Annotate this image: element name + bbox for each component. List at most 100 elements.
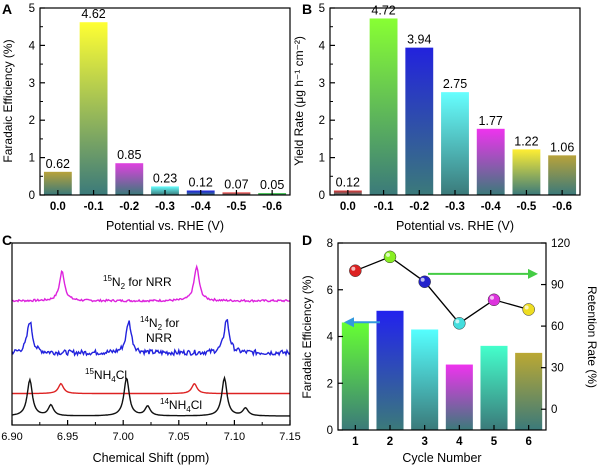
retention-dot-highlight [420,277,425,282]
x-tick-label: 6 [525,436,531,448]
label-tail: Cl [116,368,127,382]
x-tick-label: -0.4 [191,201,211,213]
nmr-trace-1 [11,318,291,357]
bar-value-label: 4.62 [81,7,105,21]
y-tick-label: 2 [29,115,35,127]
panel-d-xlabel: Cycle Number [402,451,481,465]
bar-cycle-6 [515,352,543,430]
x-tick-label: 3 [421,436,427,448]
x-tick-label: 0.0 [50,201,66,213]
x-tick-label: -0.6 [262,201,282,213]
bar-value-label: 0.85 [117,148,141,162]
y-tick-label: 1 [29,153,35,165]
panel-b-ylabel: Yield Rate (μg h⁻¹ cm⁻²) [292,36,306,166]
bar--0.1 [369,18,398,195]
label-tail: for [162,316,179,330]
retention-dot-highlight [524,305,529,310]
label-15nh4cl: 15NH4Cl [85,367,127,384]
y2-tick-label: 0 [551,404,557,416]
panel-d-y2label: Retention Rate (%) [585,286,599,388]
x-tick-label: 7.05 [168,431,189,443]
panel-d-frame [337,242,547,431]
label-14nh4cl: 14NH4Cl [160,397,202,414]
label-sup: 14 [140,315,149,324]
panel-d-ylabel: Faradaic Efficiency (%) [300,275,314,398]
label-14n2-line2: NRR [146,331,172,345]
retention-dot-2 [383,250,397,264]
label-main: N [112,275,121,289]
y-tick-label: 4 [327,332,334,344]
retention-dot-1 [349,264,362,277]
retention-dot-highlight [490,295,494,300]
y-tick-label: 6 [327,285,333,297]
x-tick-label: -0.5 [227,201,247,213]
bar-cycle-2 [376,310,404,430]
bar-value-label: 4.72 [371,3,395,17]
label-14n2: 14N2 for [140,315,179,332]
y-tick-label: 3 [319,78,325,90]
bar--0.1 [79,22,108,195]
bar--0.2 [405,47,434,196]
bar-0.0 [43,171,72,195]
y-tick-label: 2 [327,378,333,390]
bar-cycle-5 [480,345,508,430]
panel-label-c: C [2,232,12,248]
nmr-trace-0 [11,264,291,303]
label-main: NH [94,368,111,382]
x-tick-label: -0.5 [517,201,537,213]
arrow-left-head [344,317,354,328]
x-tick-label: 7.10 [224,431,245,443]
panel-c-xlabel: Chemical Shift (ppm) [93,451,210,465]
bar--0.3 [441,92,469,195]
label-sup: 15 [85,367,94,376]
panel-label-a: A [2,1,12,17]
panel-d-chart: 0 2 4 6 8 0 30 60 90 120 1 2 3 4 5 6 Faradaic Efficienc… [300,238,599,465]
label-sup: 14 [160,397,169,406]
label-15n2: 15N2 for NRR [103,274,172,291]
bar-cycle-3 [411,329,439,430]
y-tick-label: 4 [319,40,326,52]
x-tick-label: -0.1 [374,201,394,213]
bar-cycle-4 [445,364,473,430]
y-tick-label: 1 [319,153,325,165]
panel-label-d: D [302,232,312,248]
x-tick-label: -0.2 [409,201,429,213]
label-sub: 4 [186,405,191,414]
label-sub: 2 [158,323,163,332]
x-tick-label: -0.2 [119,201,139,213]
x-tick-label: 6.90 [1,431,22,443]
label-main: N [149,316,158,330]
nmr-trace-3 [11,375,291,417]
y-tick-label: 3 [29,78,35,90]
y-tick-label: 5 [319,3,325,15]
panel-b-chart: 0.12 4.72 3.94 2.75 1.77 1.22 1.06 0 1 2 3 4 5 0.0 -0… [292,3,581,233]
x-tick-label: 2 [387,436,393,448]
bar--0.2 [115,163,144,195]
bar-value-label: 1.22 [514,134,538,148]
x-tick-label: -0.1 [84,201,104,213]
bar-value-label: 0.05 [260,178,284,192]
y-tick-label: 0 [319,190,325,202]
bar--0.6 [548,155,577,195]
label-sup: 15 [103,274,112,283]
y2-tick-label: 30 [551,363,564,375]
y-tick-label: 0 [327,425,333,437]
label-main: NH [169,398,186,412]
x-tick-label: 1 [352,436,359,448]
nmr-trace-2 [12,382,290,395]
bar-value-label: 0.62 [46,157,70,171]
label-sub: 4 [111,375,116,384]
x-tick-label: 7.00 [112,431,133,443]
bar-value-label: 1.06 [550,140,574,154]
arrow-right-head [528,268,538,279]
y2-tick-label: 90 [551,280,564,292]
x-tick-label: 6.95 [57,431,78,443]
y-tick-label: 2 [319,115,325,127]
y-tick-label: 0 [29,190,35,202]
x-tick-label: 0.0 [340,201,356,213]
x-tick-label: -0.3 [155,201,175,213]
x-tick-label: 7.15 [279,431,300,443]
retention-dot-highlight [351,266,356,271]
y2-tick-label: 60 [551,321,564,333]
